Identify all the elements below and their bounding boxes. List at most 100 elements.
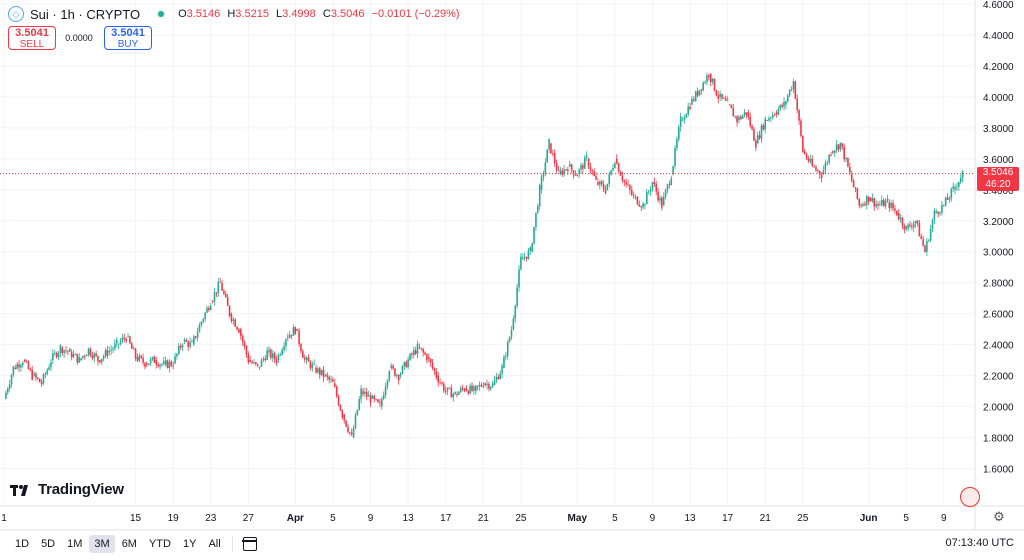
candle-body (198, 325, 201, 333)
range-6m[interactable]: 6M (121, 538, 137, 550)
candle-body (463, 388, 466, 391)
candle-body (929, 228, 932, 241)
range-ytd[interactable]: YTD (148, 538, 171, 550)
candle-body (223, 290, 225, 294)
candle-body (52, 353, 54, 361)
candle-body (76, 353, 79, 363)
candle-body (864, 203, 866, 206)
sell-button[interactable]: 3.5041 SELL (8, 26, 56, 50)
range-all[interactable]: All (208, 538, 221, 550)
candle-body (666, 184, 669, 191)
last-price-tag: 3.5046 46:20 (977, 166, 1019, 191)
candle-body (396, 375, 398, 377)
symbol-title[interactable]: Sui · 1h · CRYPTO (30, 6, 141, 22)
bar-countdown: 46:20 (985, 178, 1011, 190)
candle-body (429, 358, 432, 363)
candle-body (664, 190, 667, 197)
candle-body (68, 348, 71, 352)
candle-body (125, 338, 127, 342)
range-3m[interactable]: 3M (89, 535, 115, 553)
candle-body (38, 378, 41, 383)
candle-body (437, 375, 439, 383)
candle-body (384, 386, 387, 395)
candle-body (356, 409, 359, 416)
candle-body (488, 383, 490, 389)
candle-body (40, 382, 43, 385)
candle-body (922, 239, 924, 246)
x-tick-label: Jun (860, 513, 878, 524)
candle-body (12, 366, 15, 375)
x-tick-label: 13 (684, 513, 696, 524)
candle-body (896, 210, 898, 216)
candle-body (944, 197, 947, 206)
calendar-icon[interactable] (242, 537, 258, 551)
candle-body (578, 169, 580, 175)
candle-body (431, 362, 434, 369)
candle-body (755, 140, 757, 148)
candle-body (302, 351, 304, 358)
candle-body (25, 361, 28, 363)
candle-body (894, 208, 896, 211)
tradingview-logo[interactable]: TradingView (10, 481, 124, 498)
x-tick-label: 17 (440, 513, 452, 524)
candle-body (230, 313, 233, 321)
candle-body (48, 367, 50, 370)
candle-body (807, 158, 810, 162)
candle-body (790, 89, 793, 91)
candle-body (153, 357, 156, 363)
tradingview-wordmark: TradingView (38, 481, 124, 498)
candle-body (243, 341, 246, 347)
candle-body (131, 343, 133, 349)
candle-body (862, 203, 864, 206)
candle-body (591, 170, 594, 172)
candle-body (679, 116, 682, 128)
x-tick-label: 19 (168, 513, 180, 524)
high-label: H (227, 8, 236, 20)
gear-icon[interactable]: ⚙ (993, 509, 1005, 524)
candle-body (80, 358, 82, 361)
open-value: 3.5146 (186, 8, 221, 20)
candle-body (365, 391, 368, 397)
candle-body (121, 337, 124, 342)
candle-body (358, 399, 361, 410)
candle-body (568, 164, 571, 167)
candle-body (552, 153, 554, 155)
candle-body (914, 220, 917, 224)
candle-body (747, 112, 750, 117)
candle-body (349, 432, 351, 433)
x-tick-label: 5 (903, 513, 909, 524)
high-value: 3.5215 (235, 8, 269, 20)
candle-body (255, 362, 257, 365)
range-1d[interactable]: 1D (15, 538, 30, 550)
symbol-header: ◇ Sui · 1h · CRYPTO O3.5146 H3.5215 L3.4… (8, 6, 464, 22)
range-1y[interactable]: 1Y (182, 538, 197, 550)
candle-body (236, 326, 238, 330)
candle-body (339, 405, 342, 411)
candle-body (555, 163, 558, 171)
range-1m[interactable]: 1M (67, 538, 83, 550)
candle-body (367, 395, 370, 397)
candle-body (371, 395, 374, 399)
candle-series (5, 72, 964, 439)
buy-button[interactable]: 3.5041 BUY (104, 26, 152, 50)
candle-body (146, 363, 148, 365)
candle-body (822, 170, 825, 175)
candle-body (328, 376, 330, 380)
broker-badge-icon[interactable] (960, 487, 980, 507)
candle-body (337, 396, 340, 406)
candle-body (439, 382, 441, 384)
y-tick-label: 1.8000 (983, 434, 1014, 445)
candle-body (875, 203, 877, 207)
candle-body (661, 197, 663, 208)
candle-body (208, 307, 210, 310)
chart-grid (0, 0, 975, 506)
market-status-icon[interactable] (156, 9, 167, 19)
range-5d[interactable]: 5D (41, 538, 56, 550)
candle-body (909, 224, 911, 227)
utc-clock[interactable]: 07:13:40 UTC (945, 537, 1014, 549)
candle-body (65, 350, 67, 351)
y-tick-label: 1.6000 (983, 465, 1014, 476)
candle-body (59, 345, 62, 353)
candle-body (8, 384, 11, 389)
